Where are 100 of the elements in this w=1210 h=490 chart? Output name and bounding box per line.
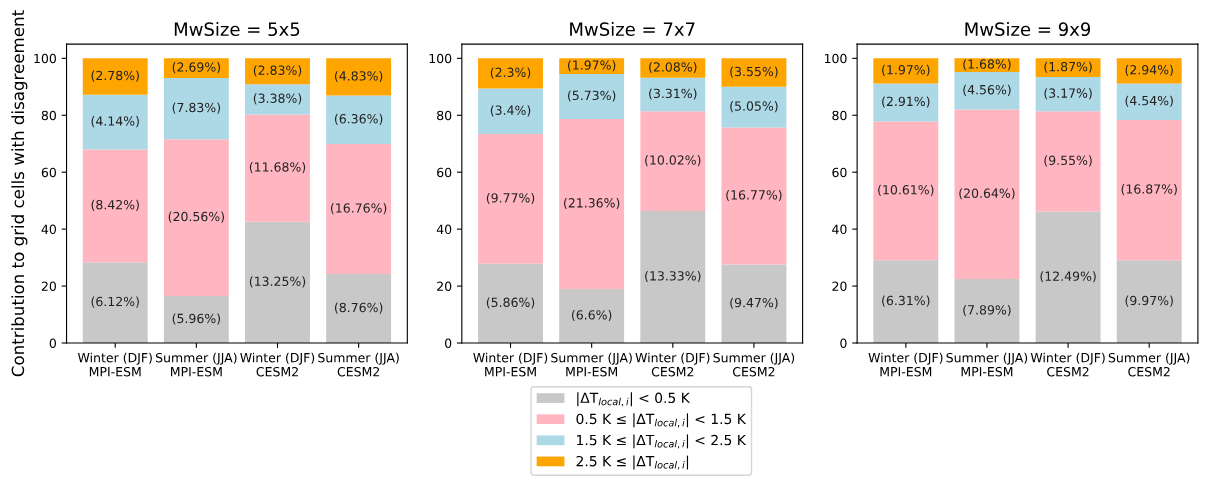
annotation: (3.55%) <box>730 66 778 78</box>
bar <box>640 210 706 343</box>
x-tick-label: Summer (JJA) CESM2 <box>1108 352 1190 377</box>
bar <box>163 139 229 297</box>
bar <box>559 73 625 119</box>
bar <box>559 288 625 343</box>
bar <box>1116 58 1182 84</box>
bar <box>1035 77 1101 112</box>
bar <box>478 58 543 89</box>
bar <box>873 58 939 84</box>
bar <box>163 58 229 78</box>
chart-title: MwSize = 7x7 <box>570 22 695 37</box>
annotation: (10.61%) <box>878 184 934 196</box>
y-tick-label: 40 <box>436 224 452 235</box>
bar <box>1035 111 1101 212</box>
x-tick-label: Winter (DJF) MPI-ESM <box>473 352 548 377</box>
bar <box>873 121 939 261</box>
y-tick-label: 0 <box>840 338 847 348</box>
annotation: (3.4%) <box>490 105 531 117</box>
legend-label: 1.5 K ≤ |ΔT$_{local,i}$| < 2.5 K <box>577 434 747 449</box>
annotation: (8.42%) <box>91 199 139 211</box>
bar <box>326 95 392 145</box>
annotation: (6.36%) <box>334 113 383 125</box>
x-tick-label: Summer (JJA) MPI-ESM <box>155 352 237 377</box>
annotation: (4.83%) <box>334 70 383 83</box>
annotation: (9.47%) <box>730 297 778 309</box>
annotation: (16.76%) <box>331 203 387 215</box>
annotation: (4.54%) <box>1125 95 1173 107</box>
bar <box>954 278 1020 343</box>
annotation: (13.33%) <box>645 270 701 283</box>
bar <box>82 149 148 263</box>
y-tick-label: 80 <box>41 110 56 121</box>
bar <box>326 274 392 343</box>
bar <box>1116 260 1182 343</box>
bar <box>721 127 787 265</box>
y-axis-title: Contribution to grid cells with disagreement <box>11 10 28 377</box>
x-tick-label: Summer (JJA) MPI-ESM <box>551 352 632 377</box>
bar <box>326 58 392 96</box>
bar <box>82 94 148 150</box>
bar <box>163 77 229 140</box>
y-tick-label: 100 <box>429 53 452 64</box>
annotation: (1.97%) <box>568 60 616 72</box>
annotation: (20.56%) <box>168 211 224 223</box>
x-tick-label: Winter (DJF) CESM2 <box>635 352 710 377</box>
bar <box>245 84 310 115</box>
bar <box>721 86 787 128</box>
bar <box>245 58 310 85</box>
annotation: (12.49%) <box>1040 271 1096 283</box>
annotation: (6.6%) <box>571 309 612 322</box>
annotation: (11.68%) <box>249 162 306 174</box>
annotation: (6.31%) <box>882 295 930 307</box>
legend-label: |ΔT$_{local,i}$| < 0.5 K <box>577 392 691 407</box>
bar <box>954 72 1020 110</box>
bar <box>721 58 787 87</box>
annotation: (9.97%) <box>1125 295 1173 307</box>
chart-title: MwSize = 5x5 <box>174 22 300 37</box>
annotation: (8.76%) <box>334 302 383 314</box>
annotation: (5.05%) <box>730 101 778 113</box>
chart-title: MwSize = 9x9 <box>965 22 1091 37</box>
annotation: (3.38%) <box>253 93 302 105</box>
annotation: (9.77%) <box>486 192 535 205</box>
y-tick-label: 0 <box>444 338 452 348</box>
annotation: (4.56%) <box>963 84 1011 96</box>
bar <box>245 114 310 222</box>
annotation: (3.17%) <box>1044 88 1092 100</box>
y-tick-label: 20 <box>437 281 452 291</box>
annotation: (5.86%) <box>486 297 535 309</box>
bar <box>873 260 939 343</box>
annotation: (3.31%) <box>649 88 697 100</box>
legend-label: 2.5 K ≤ |ΔT$_{local,i}$| <box>576 455 689 470</box>
annotation: (16.87%) <box>1121 184 1177 196</box>
annotation: (5.73%) <box>568 90 616 102</box>
bar <box>640 77 706 112</box>
x-tick-label: Winter (DJF) MPI-ESM <box>77 352 152 377</box>
bar <box>640 58 706 78</box>
annotation: (2.78%) <box>91 70 139 82</box>
annotation: (13.25%) <box>249 276 306 288</box>
bar <box>478 263 543 343</box>
annotation: (2.91%) <box>882 96 930 108</box>
y-tick-label: 40 <box>832 224 847 235</box>
annotation: (21.36%) <box>564 197 620 210</box>
annotation: (2.83%) <box>253 65 302 77</box>
annotation: (2.69%) <box>172 62 221 74</box>
bar <box>1035 211 1101 343</box>
annotation: (6.12%) <box>91 296 139 308</box>
y-tick-label: 100 <box>34 53 56 64</box>
x-tick-label: Summer (JJA) CESM2 <box>318 352 399 377</box>
annotation: (10.02%) <box>645 155 701 167</box>
y-tick-label: 60 <box>437 167 452 178</box>
bar <box>1116 83 1182 121</box>
annotation: (7.89%) <box>963 304 1011 317</box>
x-tick-label: Winter (DJF) MPI-ESM <box>868 352 943 377</box>
annotation: (2.3%) <box>490 67 531 79</box>
annotation: (5.96%) <box>172 313 221 325</box>
bar <box>163 296 229 343</box>
annotation: (20.64%) <box>959 188 1015 200</box>
bar <box>1035 58 1101 78</box>
annotation: (16.77%) <box>726 189 782 202</box>
bar <box>559 118 625 289</box>
bar <box>721 264 787 343</box>
